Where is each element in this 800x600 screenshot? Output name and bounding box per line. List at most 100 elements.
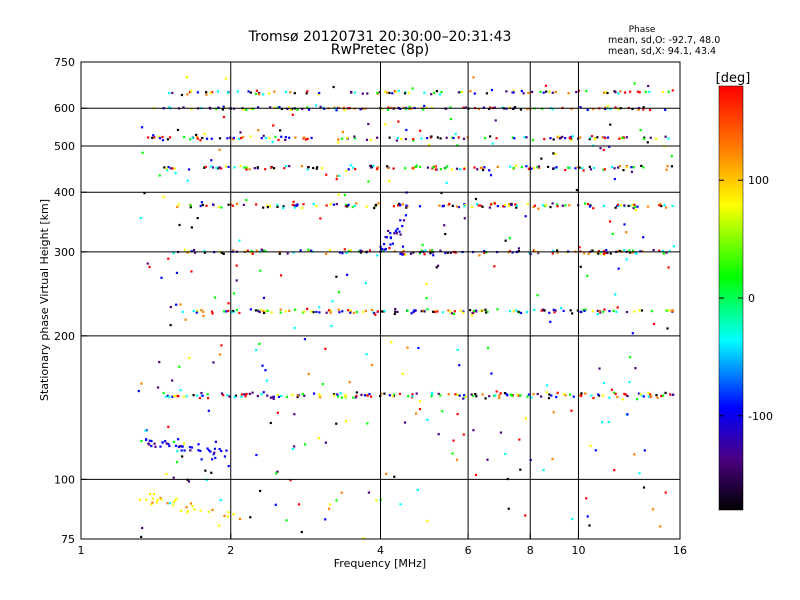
echo-point	[315, 311, 317, 313]
echo-point	[324, 518, 326, 520]
colorbar-tick-label: 0	[748, 292, 755, 305]
echo-point	[667, 266, 669, 268]
echo-point	[659, 203, 661, 205]
echo-point	[157, 499, 159, 501]
phase-stats-o: mean, sd,O: -92.7, 48.0	[608, 35, 720, 46]
echo-point	[345, 396, 347, 398]
echo-point	[592, 207, 594, 209]
echo-point	[579, 136, 581, 138]
echo-point	[139, 498, 141, 500]
echo-point	[484, 309, 486, 311]
echo-point	[325, 253, 327, 255]
echo-point	[399, 253, 401, 255]
echo-point	[261, 137, 263, 139]
echo-point	[245, 168, 247, 170]
echo-point	[277, 394, 279, 396]
echo-point	[191, 137, 193, 139]
echo-point	[355, 202, 357, 204]
echo-point	[394, 308, 396, 310]
echo-point	[174, 167, 176, 169]
echo-point	[232, 513, 234, 515]
echo-point	[666, 327, 668, 329]
echo-point	[224, 455, 226, 457]
echo-point	[405, 214, 407, 216]
echo-point	[227, 515, 229, 517]
echo-point	[601, 421, 603, 423]
echo-point	[672, 89, 674, 91]
echo-point	[412, 311, 414, 313]
echo-point	[367, 180, 369, 182]
echo-point	[476, 203, 478, 205]
echo-point	[515, 165, 517, 167]
phase-stats-x: mean, sd,X: 94.1, 43.4	[608, 46, 716, 57]
echo-point	[307, 168, 309, 170]
echo-point	[570, 139, 572, 141]
echo-point	[394, 311, 396, 313]
echo-point	[389, 232, 391, 234]
echo-point	[255, 93, 257, 95]
echo-point	[386, 91, 388, 93]
y-tick-label: 400	[54, 186, 75, 199]
echo-point	[278, 396, 280, 398]
echo-point	[666, 165, 668, 167]
echo-point	[591, 249, 593, 251]
echo-point	[392, 243, 394, 245]
echo-point	[552, 252, 554, 254]
echo-point	[663, 253, 665, 255]
echo-point	[225, 310, 227, 312]
echo-point	[603, 382, 605, 384]
echo-point	[603, 149, 605, 151]
echo-point	[487, 347, 489, 349]
echo-point	[590, 394, 592, 396]
echo-point	[201, 458, 203, 460]
echo-point	[553, 309, 555, 311]
echo-point	[190, 502, 192, 504]
echo-point	[141, 152, 143, 154]
echo-point	[161, 136, 163, 138]
echo-point	[465, 396, 467, 398]
echo-point	[524, 136, 526, 138]
echo-point	[148, 266, 150, 268]
echo-point	[660, 205, 662, 207]
echo-point	[525, 215, 527, 217]
echo-point	[615, 393, 617, 395]
echo-point	[402, 246, 404, 248]
echo-point	[586, 275, 588, 277]
echo-point	[655, 394, 657, 396]
echo-point	[665, 491, 667, 493]
echo-point	[611, 389, 613, 391]
echo-point	[471, 206, 473, 208]
echo-point	[581, 167, 583, 169]
echo-point	[475, 198, 477, 200]
echo-point	[479, 310, 481, 312]
echo-point	[173, 477, 175, 479]
y-tick-label: 300	[54, 246, 75, 259]
echo-point	[552, 92, 554, 94]
echo-point	[185, 319, 187, 321]
echo-point	[350, 91, 352, 93]
echo-point	[614, 91, 616, 93]
echo-point	[388, 92, 390, 94]
echo-point	[149, 493, 151, 495]
echo-point	[625, 231, 627, 233]
echo-point	[623, 249, 625, 251]
echo-point	[340, 392, 342, 394]
echo-point	[547, 166, 549, 168]
echo-point	[348, 168, 350, 170]
echo-point	[267, 310, 269, 312]
echo-point	[342, 131, 344, 133]
echo-point	[264, 369, 266, 371]
echo-point	[337, 138, 339, 140]
echo-point	[210, 472, 212, 474]
echo-point	[557, 392, 559, 394]
echo-point	[344, 248, 346, 250]
echo-point	[191, 505, 193, 507]
echo-point	[284, 139, 286, 141]
echo-point	[399, 393, 401, 395]
echo-point	[292, 204, 294, 206]
echo-point	[568, 204, 570, 206]
echo-point	[599, 147, 601, 149]
echo-point	[245, 109, 247, 111]
echo-point	[337, 141, 339, 143]
echo-point	[287, 252, 289, 254]
